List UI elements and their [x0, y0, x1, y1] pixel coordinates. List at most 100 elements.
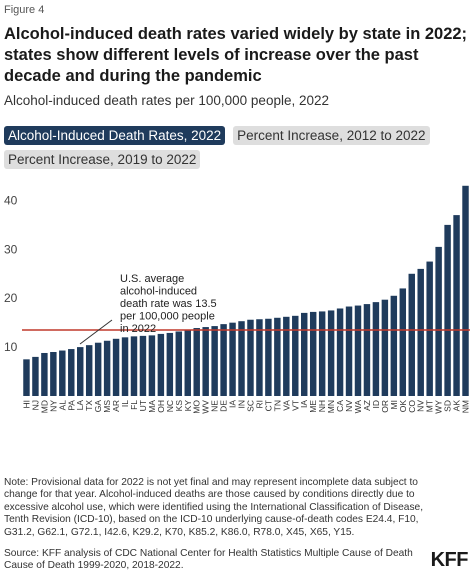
bar: [211, 326, 218, 396]
y-tick-label: 20: [4, 291, 18, 305]
bar: [399, 288, 407, 396]
chart-title: Alcohol-induced death rates varied widel…: [4, 25, 468, 85]
bar: [256, 319, 263, 396]
x-tick-label: AL: [57, 400, 67, 411]
x-tick-label: HI: [21, 400, 31, 409]
annotation-leader-line: [79, 319, 113, 345]
bar: [139, 335, 147, 396]
bar: [265, 318, 272, 396]
x-tick-label: KY: [183, 400, 193, 412]
bar: [363, 304, 371, 396]
bar: [274, 317, 281, 396]
x-tick-label: MD: [39, 400, 49, 413]
x-tick-label: MT: [425, 400, 435, 412]
bar: [166, 332, 174, 396]
x-tick-label: SD: [443, 400, 453, 412]
x-tick-label: WY: [434, 400, 444, 414]
x-tick-label: CA: [335, 400, 345, 412]
bar: [229, 322, 236, 396]
x-tick-label: MS: [102, 400, 112, 413]
bar: [345, 306, 353, 396]
y-tick-label: 10: [4, 340, 18, 354]
y-tick-label: 30: [4, 242, 18, 256]
x-tick-label: AZ: [362, 400, 372, 411]
figure-label: Figure 4: [4, 4, 45, 16]
chart-source: Source: KFF analysis of CDC National Cen…: [4, 548, 413, 572]
bar: [112, 338, 120, 396]
x-tick-label: OR: [380, 400, 390, 413]
bar: [462, 185, 469, 396]
bar: [41, 352, 48, 396]
x-tick-label: NJ: [30, 400, 40, 410]
bar: [59, 350, 66, 396]
tab-increase-2012-2022[interactable]: Percent Increase, 2012 to 2022: [233, 126, 430, 145]
x-tick-label: MO: [192, 400, 202, 414]
bar: [23, 359, 30, 396]
bar: [94, 342, 102, 396]
x-tick-label: TN: [272, 400, 282, 411]
y-tick-label: 40: [4, 193, 18, 207]
bar: [121, 337, 129, 396]
x-tick-label: IA: [299, 400, 309, 408]
x-tick-label: DE: [219, 400, 229, 412]
x-tick-label: MN: [326, 400, 336, 413]
x-tick-label: NM: [461, 400, 471, 413]
x-tick-label: KS: [174, 400, 184, 412]
x-tick-label: WA: [353, 400, 363, 414]
bar: [453, 215, 460, 396]
bar: [408, 273, 415, 396]
bar: [318, 311, 326, 396]
x-tick-label: FL: [129, 400, 139, 410]
bar: [426, 261, 433, 396]
bar: [301, 312, 308, 396]
x-tick-label: ID: [371, 400, 381, 409]
x-tick-label: AR: [111, 400, 121, 412]
bar: [292, 315, 299, 396]
bar: [68, 349, 75, 396]
bar: [130, 336, 138, 396]
bar: [220, 324, 227, 396]
bar: [32, 356, 39, 396]
chart-subtitle: Alcohol-induced death rates per 100,000 …: [4, 93, 329, 108]
view-tabs: Alcohol-Induced Death Rates, 2022 Percent…: [4, 124, 470, 172]
bar: [77, 347, 84, 396]
x-tick-label: ME: [308, 400, 318, 413]
x-tick-label: AK: [452, 400, 462, 412]
x-tick-label: IN: [237, 400, 247, 409]
bar: [390, 295, 398, 396]
x-tick-label: PA: [66, 400, 76, 411]
bar: [283, 316, 290, 396]
us-average-annotation: U.S. average alcohol-induced death rate wa…: [120, 273, 217, 335]
bar: [193, 328, 200, 396]
bar: [417, 268, 424, 396]
x-tick-label: WV: [201, 400, 211, 414]
bar: [85, 345, 93, 396]
bar: [435, 246, 442, 396]
bar: [175, 331, 183, 396]
x-tick-label: TX: [84, 400, 94, 411]
tab-increase-2019-2022[interactable]: Percent Increase, 2019 to 2022: [4, 150, 201, 169]
x-tick-label: GA: [93, 400, 103, 413]
x-tick-label: MA: [147, 400, 157, 413]
bar: [202, 327, 209, 396]
x-tick-label: NY: [48, 400, 58, 412]
bar-chart: 10 20 30 40 HINJMDNYALPALATXGAMSARILFLUTMAOH…: [4, 185, 471, 414]
x-tick-label: NV: [416, 400, 426, 412]
bar: [157, 333, 165, 396]
x-tick-label: NV: [344, 400, 354, 412]
bar: [50, 352, 57, 396]
bar: [238, 321, 245, 396]
bar: [309, 311, 317, 396]
bar: [372, 302, 380, 396]
tab-death-rates-2022[interactable]: Alcohol-Induced Death Rates, 2022: [4, 126, 226, 145]
x-tick-label: SC: [245, 400, 255, 412]
x-tick-label: CO: [407, 400, 417, 413]
x-tick-label: NE: [210, 400, 220, 412]
bar: [327, 310, 335, 396]
bar: [247, 319, 254, 396]
x-tick-label: MI: [389, 400, 399, 409]
bar: [336, 308, 344, 396]
kff-logo: KFF: [430, 549, 469, 571]
x-tick-label: OK: [398, 400, 408, 413]
bar: [444, 224, 451, 396]
